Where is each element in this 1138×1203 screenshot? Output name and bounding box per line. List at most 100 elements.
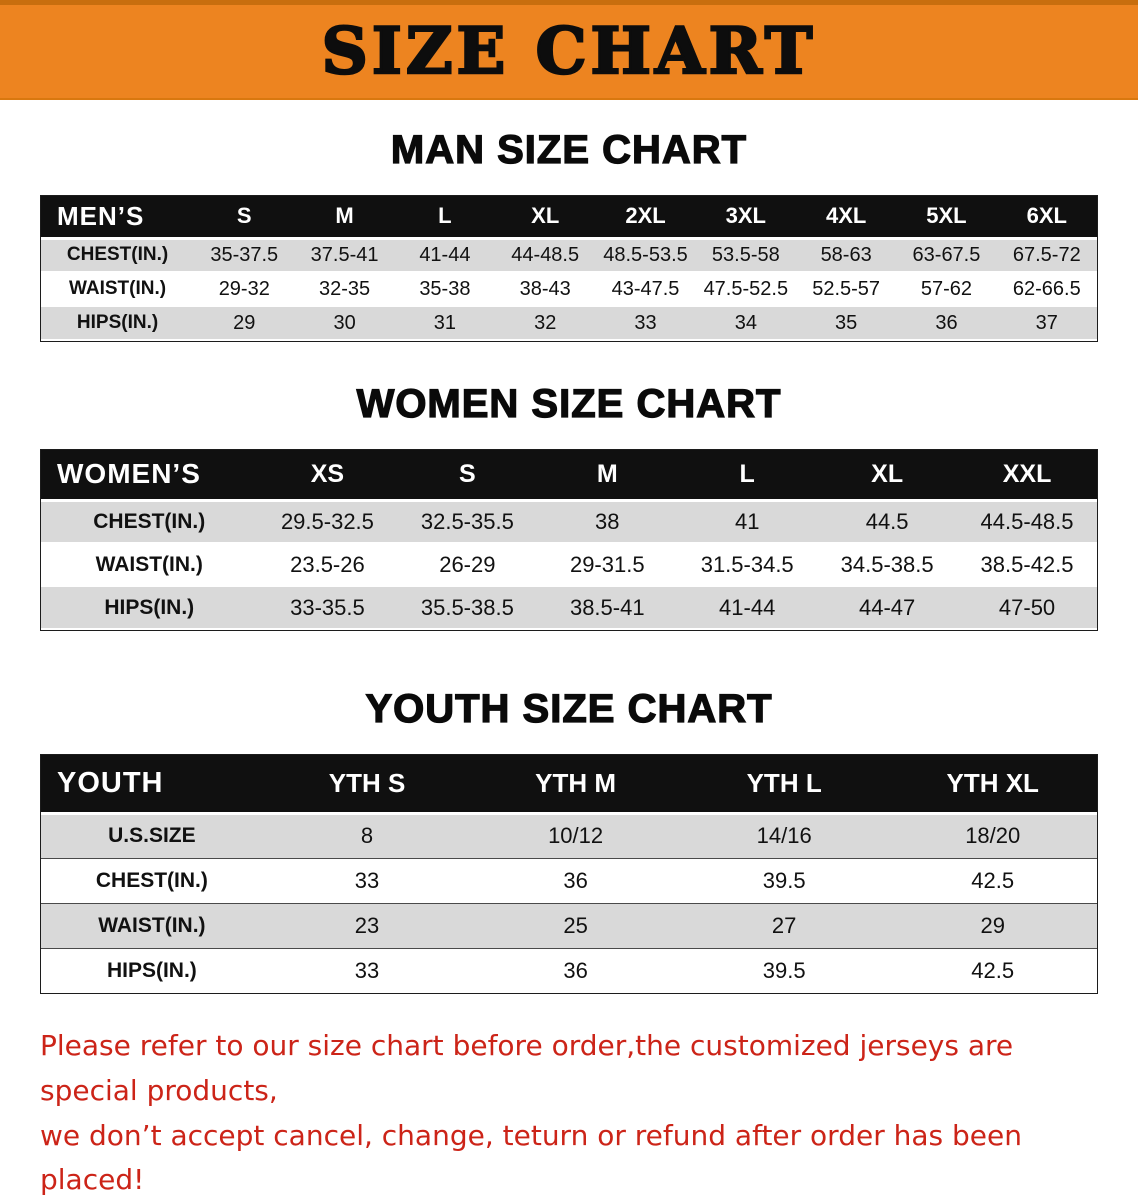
value-cell: 36 (896, 306, 997, 341)
value-cell: 29 (888, 903, 1097, 949)
column-header: XS (257, 450, 398, 502)
table-row: WAIST(IN.) 29-32 32-35 35-38 38-43 43-47.5 47.… (41, 272, 1097, 307)
value-cell: 42.5 (888, 858, 1097, 904)
table-group-label: YOUTH (41, 755, 263, 815)
value-cell: 62-66.5 (996, 272, 1097, 307)
table-group-label: WOMEN’S (41, 450, 258, 502)
value-cell: 10/12 (471, 813, 680, 859)
column-header: 6XL (996, 196, 1097, 240)
women-section-heading: WOMEN SIZE CHART (356, 381, 782, 426)
table-row: WAIST(IN.) 23.5-26 26-29 29-31.5 31.5-34.5 34… (41, 543, 1097, 587)
value-cell: 23 (262, 903, 472, 949)
table-row: CHEST(IN.) 29.5-32.5 32.5-35.5 38 41 44.5 44.5… (41, 500, 1097, 544)
row-label: HIPS(IN.) (41, 586, 258, 630)
row-label: CHEST(IN.) (41, 500, 258, 544)
banner: SIZE CHART (0, 0, 1138, 100)
value-cell: 36 (471, 858, 680, 904)
women-section: WOMEN SIZE CHART WOMEN’S XS S M L XL XXL CHEST(… (0, 381, 1138, 631)
column-header: 3XL (695, 196, 796, 240)
value-cell: 37.5-41 (294, 238, 395, 273)
table-row: CHEST(IN.) 35-37.5 37.5-41 41-44 44-48.5 48.5… (41, 238, 1097, 273)
value-cell: 57-62 (896, 272, 997, 307)
column-header: S (397, 450, 538, 502)
column-header: YTH XL (888, 755, 1097, 815)
table-group-label: MEN’S (41, 196, 195, 240)
value-cell: 42.5 (888, 948, 1097, 993)
column-header: YTH L (679, 755, 889, 815)
column-header: XXL (957, 450, 1097, 502)
value-cell: 35-38 (394, 272, 496, 307)
value-cell: 14/16 (679, 813, 889, 859)
value-cell: 32-35 (294, 272, 395, 307)
men-section-heading: MAN SIZE CHART (390, 127, 748, 172)
value-cell: 26-29 (397, 543, 538, 587)
footer-note: Please refer to our size chart before or… (40, 1024, 1098, 1203)
value-cell: 67.5-72 (996, 238, 1097, 273)
value-cell: 48.5-53.5 (595, 238, 696, 273)
row-label: CHEST(IN.) (41, 858, 263, 904)
footer-line-2: we don’t accept cancel, change, teturn o… (40, 1118, 1022, 1197)
value-cell: 27 (679, 903, 889, 949)
value-cell: 41-44 (394, 238, 496, 273)
value-cell: 44.5 (817, 500, 958, 544)
value-cell: 36 (471, 948, 680, 993)
value-cell: 29-31.5 (537, 543, 678, 587)
column-header: 2XL (595, 196, 696, 240)
size-table: WOMEN’S XS S M L XL XXL CHEST(IN.) 29.5-32.5 32.5… (41, 450, 1097, 630)
value-cell: 30 (294, 306, 395, 341)
column-header: 4XL (795, 196, 897, 240)
value-cell: 34.5-38.5 (817, 543, 958, 587)
table-row: HIPS(IN.) 33-35.5 35.5-38.5 38.5-41 41-44 44-… (41, 586, 1097, 630)
value-cell: 37 (996, 306, 1097, 341)
youth-size-table: YOUTH YTH S YTH M YTH L YTH XL U.S.SIZE 8 10/12… (40, 754, 1098, 994)
value-cell: 44-48.5 (495, 238, 596, 273)
value-cell: 31.5-34.5 (677, 543, 818, 587)
value-cell: 39.5 (679, 858, 889, 904)
men-section: MAN SIZE CHART MEN’S S M L XL 2XL 3XL 4XL 5XL 6XL… (0, 127, 1138, 342)
value-cell: 39.5 (679, 948, 889, 993)
value-cell: 44-47 (817, 586, 958, 630)
value-cell: 33 (595, 306, 696, 341)
value-cell: 38 (537, 500, 678, 544)
table-row: HIPS(IN.) 33 36 39.5 42.5 (41, 948, 1097, 993)
value-cell: 63-67.5 (896, 238, 997, 273)
value-cell: 53.5-58 (695, 238, 796, 273)
column-header: S (194, 196, 295, 240)
value-cell: 29.5-32.5 (257, 500, 398, 544)
value-cell: 23.5-26 (257, 543, 398, 587)
value-cell: 18/20 (888, 813, 1097, 859)
page-title: SIZE CHART (320, 13, 817, 89)
value-cell: 8 (262, 813, 472, 859)
youth-section-heading: YOUTH SIZE CHART (365, 686, 773, 731)
value-cell: 31 (394, 306, 496, 341)
value-cell: 35-37.5 (194, 238, 295, 273)
row-label: WAIST(IN.) (41, 903, 263, 949)
table-header-row: YOUTH YTH S YTH M YTH L YTH XL (41, 755, 1097, 815)
value-cell: 33-35.5 (257, 586, 398, 630)
value-cell: 25 (471, 903, 680, 949)
value-cell: 33 (262, 858, 472, 904)
value-cell: 32.5-35.5 (397, 500, 538, 544)
value-cell: 43-47.5 (595, 272, 696, 307)
column-header: M (294, 196, 395, 240)
column-header: 5XL (896, 196, 997, 240)
column-header: YTH S (262, 755, 472, 815)
value-cell: 29 (194, 306, 295, 341)
value-cell: 38-43 (495, 272, 596, 307)
value-cell: 47.5-52.5 (695, 272, 796, 307)
value-cell: 41 (677, 500, 818, 544)
column-header: XL (817, 450, 958, 502)
value-cell: 35.5-38.5 (397, 586, 538, 630)
table-row: U.S.SIZE 8 10/12 14/16 18/20 (41, 813, 1097, 859)
row-label: HIPS(IN.) (41, 948, 263, 993)
row-label: U.S.SIZE (41, 813, 263, 859)
value-cell: 38.5-42.5 (957, 543, 1097, 587)
youth-section: YOUTH SIZE CHART YOUTH YTH S YTH M YTH L YTH… (0, 686, 1138, 994)
size-table: YOUTH YTH S YTH M YTH L YTH XL U.S.SIZE 8 10/12… (41, 755, 1097, 993)
table-row: WAIST(IN.) 23 25 27 29 (41, 903, 1097, 949)
value-cell: 44.5-48.5 (957, 500, 1097, 544)
table-row: HIPS(IN.) 29 30 31 32 33 34 35 36 37 (41, 306, 1097, 341)
value-cell: 41-44 (677, 586, 818, 630)
value-cell: 58-63 (795, 238, 897, 273)
